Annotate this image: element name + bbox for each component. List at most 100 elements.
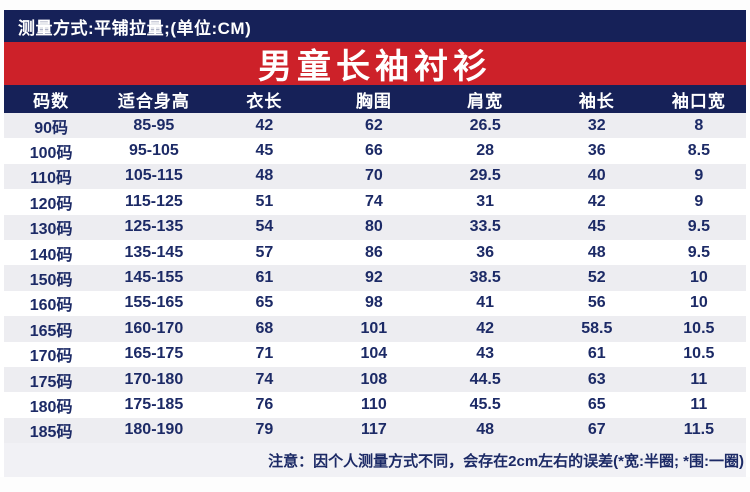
table-cell: 68 bbox=[255, 319, 274, 337]
table-cell: 74 bbox=[255, 370, 274, 388]
table-cell: 92 bbox=[364, 269, 383, 287]
table-cell: 9.5 bbox=[687, 243, 710, 261]
table-cell: 125-135 bbox=[124, 218, 184, 236]
table-cell: 31 bbox=[476, 192, 495, 210]
table-header-row: 码数 适合身高 衣长 胸围 肩宽 袖长 袖口宽 bbox=[4, 85, 746, 113]
table-cell: 43 bbox=[476, 345, 495, 363]
table-cell: 51 bbox=[255, 192, 274, 210]
table-cell: 63 bbox=[587, 370, 606, 388]
table-row: 100码 95-105 45 66 28 36 8.5 bbox=[4, 138, 746, 164]
table-cell: 41 bbox=[476, 294, 495, 312]
table-cell: 56 bbox=[587, 294, 606, 312]
table-cell: 52 bbox=[587, 269, 606, 287]
table-cell: 48 bbox=[476, 421, 495, 439]
table-cell: 104 bbox=[360, 345, 388, 363]
table-row: 165码 160-170 68 101 42 58.5 10.5 bbox=[4, 316, 746, 342]
table-row: 185码 180-190 79 117 48 67 11.5 bbox=[4, 417, 746, 444]
table-cell: 9 bbox=[694, 167, 704, 185]
table-row: 175码 170-180 74 108 44.5 63 11 bbox=[4, 366, 746, 393]
table-cell: 28 bbox=[476, 142, 495, 160]
table-cell: 135-145 bbox=[124, 243, 184, 261]
table-cell: 165码 bbox=[29, 322, 73, 340]
table-cell: 45 bbox=[255, 142, 274, 160]
table-cell: 145-155 bbox=[124, 269, 184, 287]
table-cell: 48 bbox=[255, 167, 274, 185]
table-cell: 101 bbox=[360, 319, 388, 337]
table-cell: 36 bbox=[587, 142, 606, 160]
table-cell: 48 bbox=[587, 243, 606, 261]
table-cell: 9 bbox=[694, 192, 704, 210]
table-cell: 45 bbox=[587, 218, 606, 236]
table-cell: 155-165 bbox=[124, 294, 184, 312]
table-cell: 36 bbox=[476, 243, 495, 261]
table-cell: 80 bbox=[364, 218, 383, 236]
table-cell: 108 bbox=[360, 370, 388, 388]
table-cell: 45.5 bbox=[469, 395, 501, 413]
table-cell: 42 bbox=[476, 319, 495, 337]
table-cell: 44.5 bbox=[469, 370, 501, 388]
table-cell: 160-170 bbox=[124, 319, 184, 337]
table-cell: 9.5 bbox=[687, 218, 710, 236]
table-cell: 32 bbox=[587, 116, 606, 134]
table-cell: 86 bbox=[364, 243, 383, 261]
table-cell: 38.5 bbox=[469, 269, 501, 287]
table-row: 160码 155-165 65 98 41 56 10 bbox=[4, 290, 746, 317]
column-header: 衣长 bbox=[246, 91, 283, 111]
table-cell: 100码 bbox=[29, 145, 73, 163]
table-cell: 110码 bbox=[30, 170, 73, 188]
table-cell: 26.5 bbox=[469, 116, 501, 134]
table-row: 170码 165-175 71 104 43 61 10.5 bbox=[4, 341, 746, 367]
table-cell: 10.5 bbox=[683, 319, 715, 337]
table-cell: 11 bbox=[690, 370, 708, 388]
table-cell: 74 bbox=[364, 192, 383, 210]
table-cell: 10 bbox=[689, 294, 708, 312]
table-row: 150码 145-155 61 92 38.5 52 10 bbox=[4, 265, 746, 291]
note-row: 注意：因个人测量方式不同，会存在2cm左右的误差(*宽:半圈; *围:一圈) bbox=[4, 443, 746, 478]
table-cell: 65 bbox=[255, 294, 274, 312]
table-cell: 140码 bbox=[29, 246, 73, 264]
table-row: 120码 115-125 51 74 31 42 9 bbox=[4, 189, 746, 215]
table-row: 130码 125-135 54 80 33.5 45 9.5 bbox=[4, 214, 746, 240]
column-header: 袖长 bbox=[578, 91, 615, 111]
table-cell: 42 bbox=[587, 192, 606, 210]
table-cell: 61 bbox=[255, 269, 274, 287]
table-cell: 61 bbox=[587, 345, 606, 363]
table-cell: 40 bbox=[587, 167, 606, 185]
table-row: 110码 105-115 48 70 29.5 40 9 bbox=[4, 163, 746, 190]
table-cell: 120码 bbox=[29, 195, 73, 213]
table-cell: 8 bbox=[694, 116, 704, 134]
bottom-margin-strip bbox=[0, 477, 750, 492]
table-cell: 54 bbox=[255, 218, 274, 236]
column-header: 肩宽 bbox=[467, 91, 504, 111]
table-cell: 76 bbox=[255, 395, 274, 413]
table-cell: 58.5 bbox=[581, 319, 613, 337]
column-header: 适合身高 bbox=[117, 91, 190, 111]
column-header: 胸围 bbox=[355, 91, 392, 111]
column-header: 码数 bbox=[33, 91, 70, 111]
table-cell: 130码 bbox=[29, 221, 73, 239]
table-cell: 57 bbox=[255, 243, 274, 261]
measure-method-text: 测量方式:平铺拉量;(单位:CM) bbox=[18, 18, 252, 38]
table-cell: 79 bbox=[255, 421, 274, 439]
table-cell: 185码 bbox=[29, 424, 73, 442]
table-cell: 66 bbox=[364, 142, 383, 160]
table-cell: 10 bbox=[689, 269, 708, 287]
table-cell: 95-105 bbox=[128, 142, 179, 160]
table-cell: 115-125 bbox=[124, 192, 183, 210]
table-cell: 180-190 bbox=[124, 421, 184, 439]
table-cell: 29.5 bbox=[469, 167, 501, 185]
table-cell: 62 bbox=[364, 116, 383, 134]
table-cell: 170码 bbox=[29, 348, 73, 366]
note-text: 注意：因个人测量方式不同，会存在2cm左右的误差(*宽:半圈; *围:一圈) bbox=[268, 452, 744, 470]
table-row: 140码 135-145 57 86 36 48 9.5 bbox=[4, 239, 746, 266]
table-cell: 10.5 bbox=[683, 345, 715, 363]
size-table-body: 90码 85-95 42 62 26.5 32 8 100码 95-105 45 66 28 36 8.5… bbox=[4, 113, 746, 444]
table-cell: 175-185 bbox=[124, 395, 184, 413]
table-cell: 110 bbox=[360, 395, 387, 413]
table-cell: 165-175 bbox=[124, 345, 184, 363]
table-row: 90码 85-95 42 62 26.5 32 8 bbox=[4, 113, 746, 139]
table-cell: 67 bbox=[587, 421, 606, 439]
table-cell: 175码 bbox=[29, 373, 73, 391]
table-cell: 11 bbox=[690, 395, 708, 413]
